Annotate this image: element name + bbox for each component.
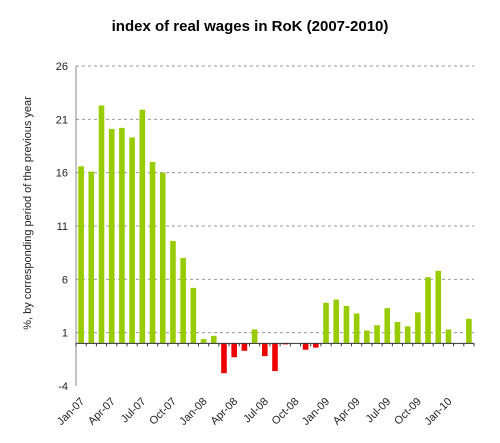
bar (435, 270, 442, 344)
bar (415, 312, 421, 344)
bar (231, 343, 237, 358)
bar (139, 109, 146, 344)
x-tick-label: Apr-07 (86, 396, 118, 428)
bar (180, 258, 186, 344)
x-tick-label: Jan-08 (177, 396, 209, 428)
x-tick-label: Jan-09 (300, 396, 332, 428)
chart-title: index of real wages in RoK (2007-2010) (111, 18, 389, 35)
bar (466, 318, 472, 344)
x-tick-label: Oct-09 (392, 396, 424, 428)
bar (159, 172, 166, 344)
x-tick-label: Apr-08 (208, 396, 240, 428)
bar (88, 171, 95, 344)
y-tick-label: 16 (56, 168, 68, 180)
x-tick-label: Oct-07 (147, 396, 179, 428)
bar (343, 306, 350, 344)
bar (313, 343, 319, 348)
bar (129, 137, 135, 344)
bar (108, 128, 115, 344)
bar (241, 343, 248, 351)
bar (170, 240, 176, 344)
x-axis (75, 66, 475, 386)
bar (251, 329, 258, 344)
bar (323, 302, 329, 344)
bar (425, 277, 431, 344)
gridlines (76, 65, 474, 334)
bar (261, 343, 268, 357)
bar (374, 325, 380, 344)
x-tick-label: Jul-07 (119, 396, 149, 426)
bar (210, 335, 217, 344)
bar (302, 343, 309, 350)
bar (149, 162, 156, 344)
bar (384, 308, 391, 344)
y-tick-label: 1 (62, 328, 68, 340)
bars (78, 105, 472, 374)
y-tick-label: 6 (62, 274, 68, 286)
x-tick-label: Jul-08 (241, 396, 271, 426)
bar (200, 339, 207, 344)
y-tick-label: 11 (57, 221, 68, 233)
x-tick-label: Apr-09 (331, 396, 363, 428)
y-tick-label: -4 (58, 381, 68, 393)
x-tick-label: Jan-07 (55, 396, 87, 428)
bar (272, 343, 278, 372)
bar (364, 330, 370, 344)
bar (119, 127, 125, 344)
x-tick-label: Jul-09 (364, 396, 394, 426)
bar (221, 343, 227, 374)
bar (445, 329, 452, 344)
bar (190, 287, 197, 344)
bar (394, 322, 401, 344)
bar (78, 166, 84, 344)
bar (282, 343, 289, 345)
y-tick-label: 21 (56, 114, 68, 126)
bar (98, 105, 105, 344)
bar (333, 299, 340, 344)
x-tick-label: Jan-10 (422, 396, 454, 428)
bar (353, 313, 360, 344)
y-tick-label: 26 (56, 61, 68, 73)
x-tick-label: Oct-08 (270, 396, 302, 428)
bar (404, 326, 411, 344)
